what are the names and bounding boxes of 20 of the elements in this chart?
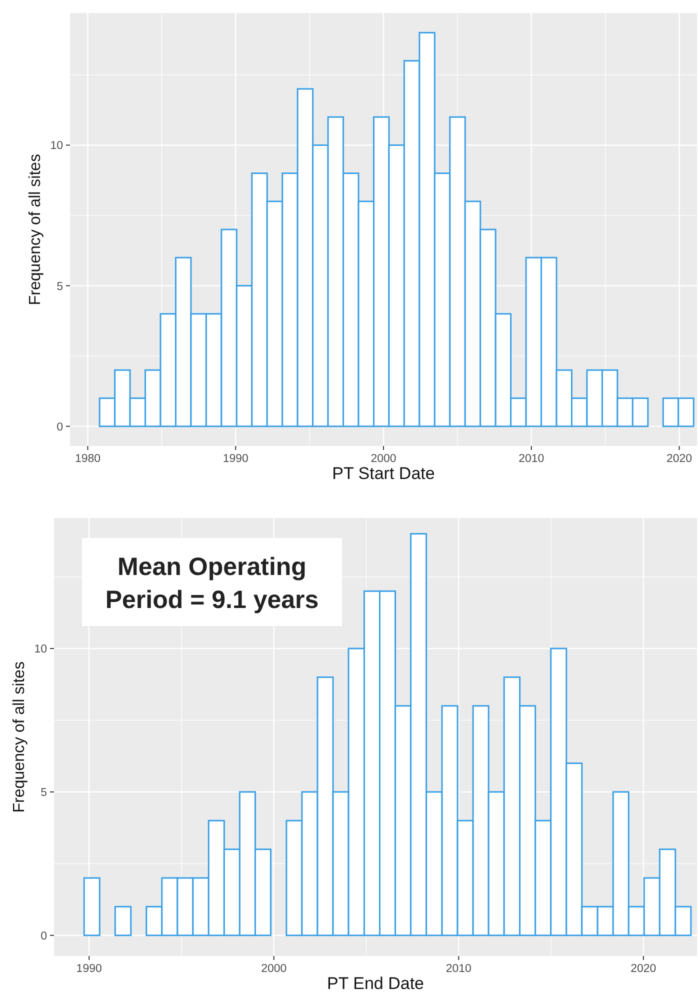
y-axis-title: Frequency of all sites bbox=[27, 154, 44, 306]
x-axis-title: PT End Date bbox=[326, 974, 424, 993]
x-tick-label: 2000 bbox=[261, 963, 287, 975]
y-tick-label: 10 bbox=[50, 140, 63, 152]
x-tick-label: 1990 bbox=[76, 963, 102, 975]
y-tick-label: 10 bbox=[34, 644, 47, 656]
x-tick-label: 1980 bbox=[74, 453, 101, 465]
y-tick-label: 0 bbox=[56, 421, 63, 434]
x-tick-label: 1990 bbox=[222, 453, 248, 465]
x-tick-label: 2010 bbox=[518, 453, 544, 465]
y-axis-title: Frequency of all sites bbox=[11, 661, 28, 813]
x-axis-title: PT Start Date bbox=[332, 464, 435, 483]
x-tick-label: 2020 bbox=[666, 453, 692, 465]
y-tick-label: 0 bbox=[40, 930, 47, 942]
y-tick-label: 5 bbox=[56, 280, 63, 293]
x-tick-label: 2010 bbox=[446, 963, 472, 975]
annotation: Mean Operating Period = 9.1 years bbox=[105, 553, 319, 614]
x-tick-label: 2000 bbox=[370, 453, 396, 465]
x-tick-label: 2020 bbox=[630, 963, 656, 975]
y-tick-label: 5 bbox=[40, 786, 47, 799]
